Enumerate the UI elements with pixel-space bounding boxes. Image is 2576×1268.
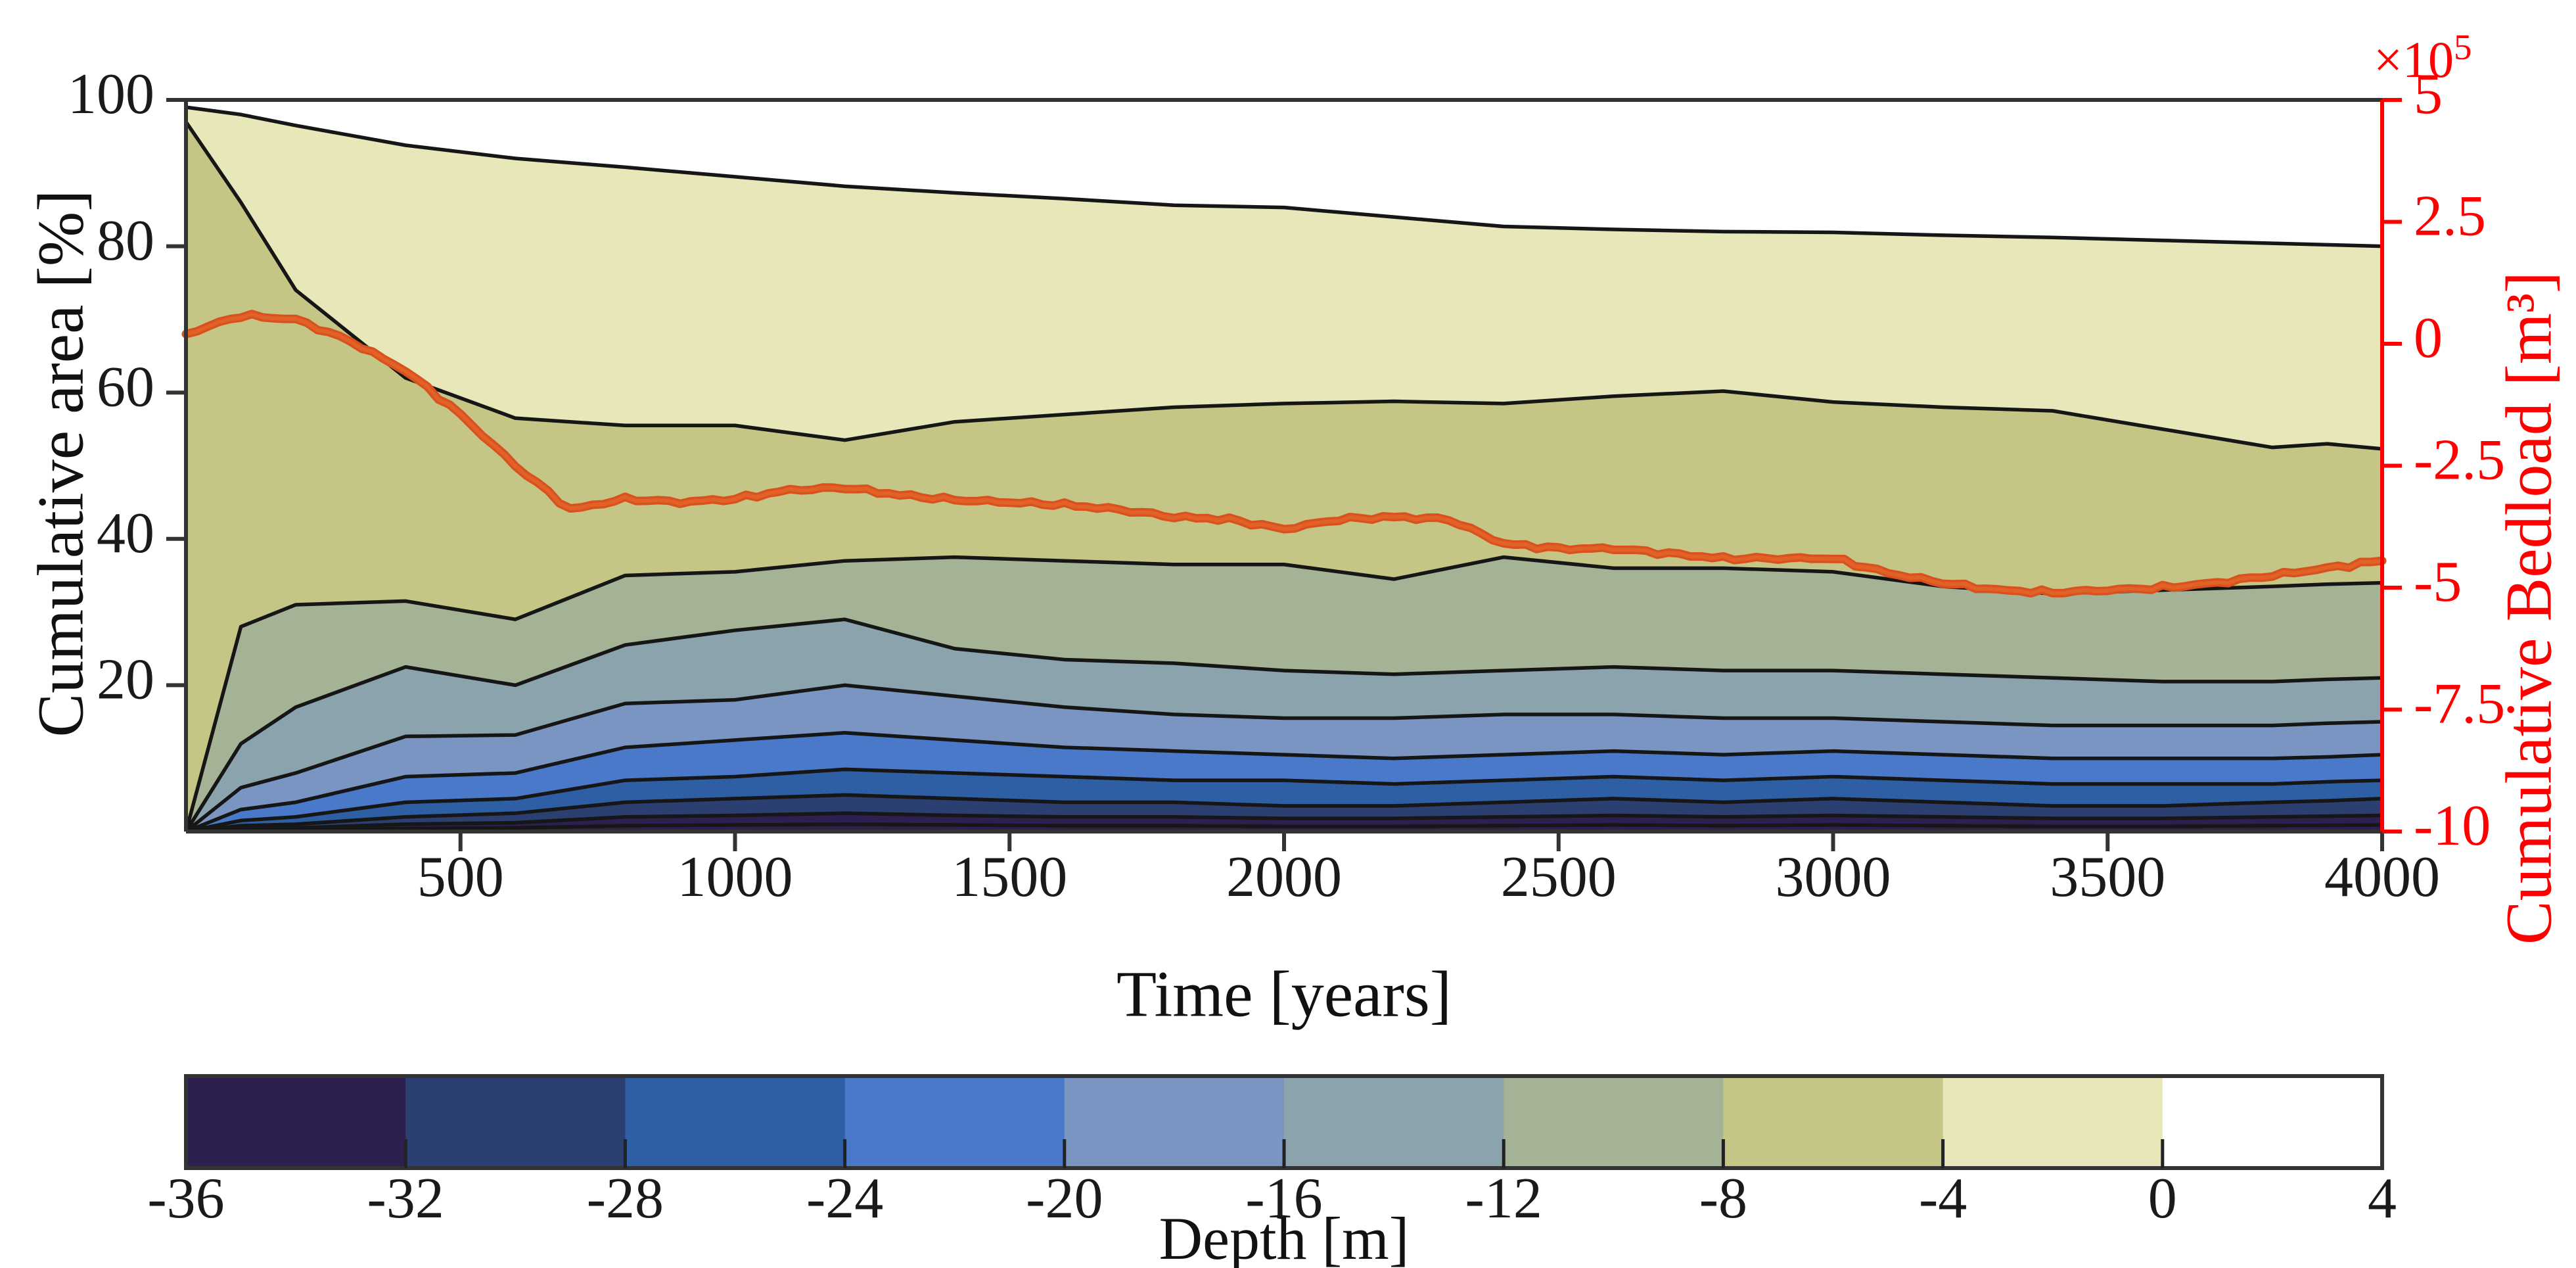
contour-line--16m xyxy=(185,683,2383,834)
colorbar-segment xyxy=(1064,1076,1285,1168)
left-y-axis-title: Cumulative area [%] xyxy=(24,189,97,738)
colorbar-segment xyxy=(625,1076,846,1168)
left-y-tick-label: 20 xyxy=(97,648,154,712)
right-y-tick-label: -7.5 xyxy=(2414,672,2505,736)
bedload-line-highlight xyxy=(185,312,2383,596)
colorbar-segment xyxy=(1504,1076,1724,1168)
colorbar-segment xyxy=(2162,1076,2383,1168)
colorbar-segment xyxy=(1943,1076,2163,1168)
right-y-tick-label: 0 xyxy=(2414,306,2443,370)
colorbar-tick-label: -4 xyxy=(1919,1167,1967,1231)
colorbar-tick-label: -36 xyxy=(147,1167,224,1231)
multiplier-exponent: 5 xyxy=(2454,27,2472,67)
colorbar-tick-label: -20 xyxy=(1026,1167,1103,1231)
depth-band xyxy=(186,619,2382,832)
colorbar-tick-label: -8 xyxy=(1699,1167,1747,1231)
right-y-tick-label: -2.5 xyxy=(2414,429,2505,492)
contour-line--4m xyxy=(184,120,2383,451)
depth-band xyxy=(186,557,2382,832)
contour-line--24m xyxy=(185,767,2383,834)
colorbar-segment xyxy=(186,1076,407,1168)
colorbar-tick-label: -32 xyxy=(367,1167,444,1231)
right-y-tick-label: 2.5 xyxy=(2414,185,2486,248)
depth-band xyxy=(186,795,2382,832)
x-tick-label: 1000 xyxy=(678,845,793,909)
left-y-tick-label: 80 xyxy=(97,209,154,273)
x-tick-label: 500 xyxy=(417,845,504,909)
right-axis-multiplier: ×105 xyxy=(2374,26,2472,89)
colorbar-tick-label: -28 xyxy=(587,1167,664,1231)
depth-band xyxy=(186,769,2382,832)
x-tick-label: 3500 xyxy=(2050,845,2165,909)
left-y-tick-label: 100 xyxy=(68,62,154,126)
depth-band xyxy=(186,122,2382,832)
colorbar-segment xyxy=(1723,1076,1944,1168)
colorbar-tick-label: -16 xyxy=(1245,1167,1322,1231)
contour-line--36m xyxy=(185,822,2383,834)
left-y-tick-label: 60 xyxy=(97,355,154,419)
depth-band xyxy=(186,107,2382,449)
colorbar-tick-label: -24 xyxy=(806,1167,883,1231)
colorbar-tick-label: 4 xyxy=(2368,1167,2397,1231)
colorbar-tick-label: 0 xyxy=(2148,1167,2177,1231)
x-tick-label: 1500 xyxy=(952,845,1067,909)
right-y-tick-label: -5 xyxy=(2414,550,2462,614)
contour-line-0m xyxy=(185,105,2383,248)
contour-line--28m xyxy=(185,793,2383,834)
depth-band xyxy=(186,685,2382,832)
multiplier-base: ×10 xyxy=(2374,31,2454,88)
x-axis-title: Time [years] xyxy=(1116,957,1452,1031)
right-y-axis-title: Cumulative Bedload [m³] xyxy=(2492,271,2565,945)
contour-line--12m xyxy=(184,617,2383,833)
colorbar-segment xyxy=(405,1076,626,1168)
depth-band xyxy=(186,732,2382,832)
x-tick-label: 4000 xyxy=(2324,845,2440,909)
colorbar-segment xyxy=(844,1076,1065,1168)
right-y-tick-label: -10 xyxy=(2414,794,2491,858)
x-tick-label: 3000 xyxy=(1776,845,1891,909)
right-y-tick-label: 5 xyxy=(2414,62,2443,126)
contour-line--32m xyxy=(185,811,2383,834)
colorbar-title: Depth [m] xyxy=(1159,1205,1410,1268)
left-y-tick-label: 40 xyxy=(97,502,154,565)
x-tick-label: 2000 xyxy=(1226,845,1342,909)
depth-band xyxy=(186,813,2382,832)
x-tick-label: 2500 xyxy=(1501,845,1617,909)
colorbar-segment xyxy=(1284,1076,1505,1168)
contour-line--20m xyxy=(185,730,2383,834)
depth-band xyxy=(186,100,2382,247)
colorbar-tick-label: -12 xyxy=(1465,1167,1542,1231)
